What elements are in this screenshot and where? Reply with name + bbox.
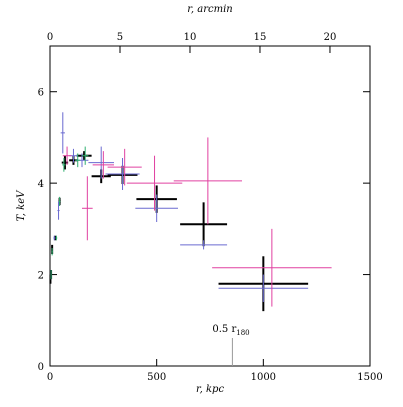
x-axis-label: r, kpc xyxy=(196,384,225,395)
y-axis-label: T, keV xyxy=(16,189,27,222)
x2-tick-label: 20 xyxy=(324,32,337,43)
x2-axis-label: r, arcmin xyxy=(187,4,233,15)
x-tick-label: 500 xyxy=(147,372,166,383)
x-tick-label: 1500 xyxy=(357,372,382,383)
annotation: 0.5 r180 xyxy=(212,324,249,337)
x2-tick-label: 15 xyxy=(254,32,267,43)
annotation-text: 0.5 r xyxy=(212,324,236,335)
y-tick-label: 6 xyxy=(38,88,44,99)
y-tick-label: 2 xyxy=(38,271,44,282)
x2-tick-label: 5 xyxy=(117,32,123,43)
annotation-sub: 180 xyxy=(236,329,249,337)
x-tick-label: 1000 xyxy=(251,372,276,383)
x2-tick-label: 0 xyxy=(47,32,53,43)
y-tick-label: 0 xyxy=(38,362,44,373)
x2-tick-label: 10 xyxy=(184,32,197,43)
y-tick-label: 4 xyxy=(38,179,44,190)
x-tick-label: 0 xyxy=(47,372,53,383)
plot-frame xyxy=(49,45,371,367)
